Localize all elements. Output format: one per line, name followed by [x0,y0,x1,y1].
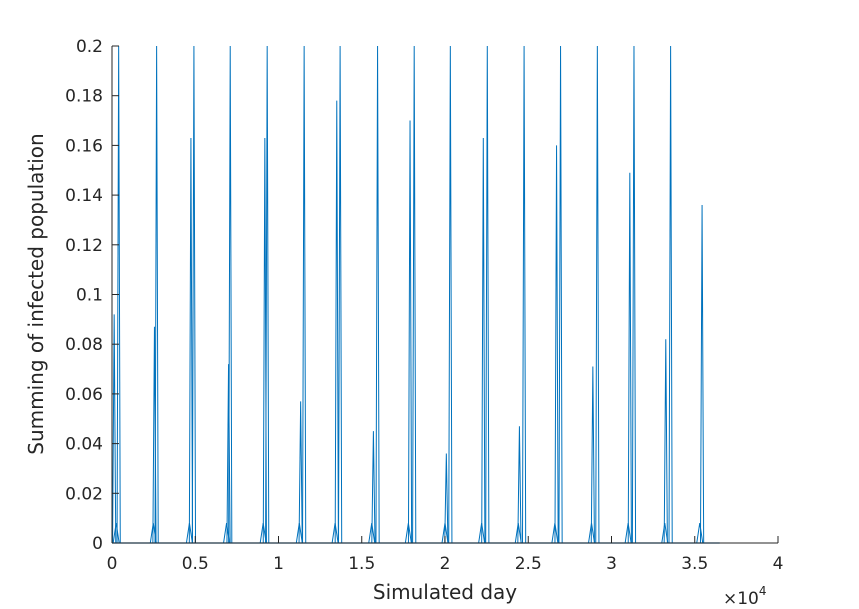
x-axis-exponent-base: ×10 [723,589,759,609]
series-peak-12 [334,100,339,544]
series-peak-0 [112,314,117,544]
series-peak-21 [485,45,490,544]
series-peak-30 [663,339,668,544]
series-peak-5 [191,45,197,544]
x-tick-label-1: 0.5 [182,554,209,574]
x-axis-exponent: ×104 [723,584,767,609]
series-peak-23 [521,45,527,544]
ticks: 0 0.5 1 1.5 2 2.5 3 3.5 4 0 0.02 0.04 0.06 0.08 0.1 0.1… [65,37,783,574]
x-tick-label-4: 2 [440,554,451,574]
series-peak-16 [407,120,413,544]
x-axis-exponent-power: 4 [759,584,767,598]
plot-series [112,45,720,544]
y-tick-label-7: 0.14 [65,186,103,206]
series-peak-22 [517,426,522,544]
x-tick-label-5: 2.5 [515,554,542,574]
x-tick-label-0: 0 [107,554,118,574]
series-peak-13 [338,45,343,544]
series-minor-bump-0 [112,523,120,544]
series-peak-19 [448,45,453,544]
series-peak-32 [699,205,705,544]
series-peak-3 [154,45,159,544]
y-tick-label-3: 0.06 [65,385,103,405]
series-peak-26 [590,366,595,544]
y-tick-label-2: 0.04 [65,435,103,455]
y-tick-label-9: 0.18 [65,87,103,107]
series-peak-28 [627,172,632,544]
x-tick-label-2: 1 [273,554,284,574]
series-peak-7 [228,45,233,544]
x-tick-label-3: 1.5 [348,554,375,574]
x-tick-label-6: 3 [606,554,617,574]
series-peak-6 [226,364,231,544]
x-axis-label: Simulated day [373,580,517,604]
y-axis-label: Summing of infected population [24,133,48,454]
series-peak-11 [302,45,307,544]
x-tick-label-8: 4 [773,554,784,574]
series-peak-15 [375,45,380,544]
axes [111,46,778,544]
y-tick-label-5: 0.1 [76,286,103,306]
series-peak-27 [595,45,600,544]
series-peak-24 [554,145,559,544]
series-peak-10 [298,401,303,544]
y-tick-label-6: 0.12 [65,236,103,256]
series-peak-17 [412,45,417,544]
series-peak-9 [265,45,270,544]
series-peak-20 [481,137,486,544]
y-tick-label-1: 0.02 [65,484,103,504]
series-minor-bump-16 [696,523,704,544]
series-peak-4 [188,137,194,544]
series-peak-29 [631,45,637,544]
y-tick-label-8: 0.16 [65,136,103,156]
series-peak-25 [558,45,563,544]
series-peak-31 [668,45,673,544]
series-peak-18 [444,453,449,544]
series-peak-14 [371,431,376,544]
y-tick-label-4: 0.08 [65,335,103,355]
x-tick-label-7: 3.5 [681,554,708,574]
y-tick-label-10: 0.2 [76,37,103,57]
y-tick-label-0: 0 [92,534,103,554]
